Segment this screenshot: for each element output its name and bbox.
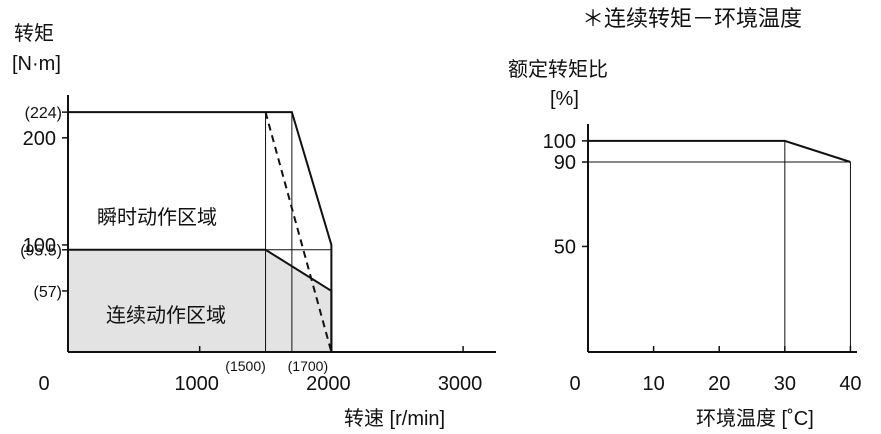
- y-mark-label: (57): [34, 284, 62, 301]
- x-tick-label: 1000: [174, 373, 219, 395]
- guide-lines: [588, 140, 851, 352]
- x-tick-label: 30: [774, 373, 796, 395]
- x-tick-label: 3000: [438, 373, 483, 395]
- zone-label-continuous: 连续动作区域: [106, 304, 226, 327]
- series-lines: [68, 111, 333, 353]
- y-mark-label: (224): [25, 105, 62, 122]
- zone-label-instant: 瞬时动作区域: [97, 206, 217, 229]
- x-tick-label: 10: [642, 373, 664, 395]
- x-tick-label: 2000: [306, 373, 351, 395]
- y-mark-label: (95.5): [20, 243, 62, 260]
- y-tick-label: 90: [554, 152, 576, 174]
- rated-torque-ratio-line: [588, 139, 851, 163]
- x-mark-label: (1500): [225, 358, 265, 374]
- tick-labels: 100 200 (224) (95.5) (57) 0 1000 2000 3000 (1500)…: [20, 105, 482, 395]
- x-axis-label: 转速 [r/min]: [344, 407, 445, 430]
- x-tick-label: 0: [38, 373, 49, 395]
- x-tick-label: 0: [569, 373, 580, 395]
- y-axis-unit: [%]: [550, 88, 579, 110]
- y-tick-label: 50: [554, 236, 576, 258]
- x-axis-label: 环境温度 [˚C]: [696, 407, 814, 430]
- y-tick-label: 200: [23, 128, 56, 150]
- y-axis-label: 转矩: [14, 22, 54, 45]
- torque-speed-chart: 100 200 (224) (95.5) (57) 0 1000 2000 3000 (1500)…: [12, 22, 496, 430]
- y-axis-unit: [N·m]: [12, 53, 61, 75]
- x-mark-label: (1700): [288, 358, 328, 374]
- y-tick-label: 100: [543, 131, 576, 153]
- x-tick-label: 40: [839, 373, 861, 395]
- ticks: [582, 140, 852, 352]
- y-tick-label: 100: [23, 235, 56, 257]
- dashed-limit-line: [264, 111, 333, 353]
- y-axis-label: 额定转矩比: [508, 58, 608, 81]
- series-lines: [588, 139, 851, 163]
- ticks: [62, 111, 464, 352]
- x-tick-label: 20: [708, 373, 730, 395]
- note-title: ＊连续转矩－环境温度: [582, 6, 802, 31]
- continuous-zone-boundary: [68, 248, 333, 352]
